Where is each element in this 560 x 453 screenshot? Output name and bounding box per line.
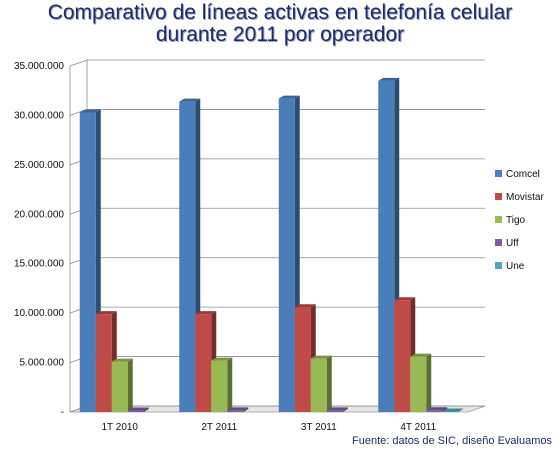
bar-top — [111, 358, 133, 362]
bar-movistar — [195, 314, 212, 412]
y-tick-label: 5.000.000 — [20, 358, 65, 369]
x-tick-label: 2T 2011 — [201, 422, 237, 433]
bar-side — [326, 355, 332, 412]
bar-tigo — [310, 358, 327, 412]
bar-side — [127, 358, 133, 412]
y-tick-label: 15.000.000 — [14, 259, 64, 270]
bar-top — [195, 311, 217, 315]
y-tick-label: - — [61, 407, 64, 418]
legend-label: Comcel — [506, 169, 540, 180]
legend-label: Tigo — [506, 215, 526, 226]
bar-uff — [426, 410, 443, 412]
y-tick-label: 30.000.000 — [14, 110, 64, 121]
bar-top — [294, 304, 316, 308]
legend-swatch — [495, 216, 502, 223]
bar-side — [143, 407, 149, 412]
y-tick-label: 25.000.000 — [14, 160, 64, 171]
bar-top — [79, 109, 101, 113]
bar-top — [378, 77, 400, 81]
y-tick-label: 10.000.000 — [14, 308, 64, 319]
legend-label: Movistar — [506, 192, 544, 203]
bar-tigo — [211, 360, 228, 412]
bar-top — [127, 407, 149, 411]
bar-uff — [127, 410, 144, 412]
bar-movistar — [95, 314, 112, 412]
bar-comcel — [179, 101, 196, 413]
bar-top — [442, 408, 464, 412]
bar-movistar — [394, 300, 411, 412]
bar-top — [426, 407, 448, 411]
y-tick-label: 35.000.000 — [14, 61, 64, 72]
legend-swatch — [495, 193, 502, 200]
bar-top — [179, 98, 201, 102]
chart-title-line-2: durante 2011 por operador — [155, 23, 405, 46]
legend-label: Uff — [506, 238, 519, 249]
x-tick-label: 3T 2011 — [301, 422, 337, 433]
x-tick-label: 4T 2011 — [400, 422, 436, 433]
bar-top — [410, 353, 432, 357]
bar-side — [426, 353, 432, 412]
bar-comcel — [278, 98, 295, 412]
bar-top — [95, 311, 117, 315]
bar-movistar — [294, 307, 311, 412]
bar-uff — [227, 410, 244, 412]
bar-tigo — [410, 356, 427, 412]
chart-title: Comparativo de líneas activas en telefon… — [0, 2, 560, 46]
bar-top — [278, 95, 300, 99]
bar-comcel — [378, 80, 395, 412]
x-tick-label: 1T 2010 — [101, 422, 138, 433]
bar-uff — [326, 410, 343, 412]
legend-swatch — [495, 262, 502, 269]
bar-side — [243, 407, 249, 412]
legend-swatch — [495, 239, 502, 246]
bar-tigo — [111, 361, 128, 412]
legend-swatch — [495, 170, 502, 177]
bar-top — [394, 297, 416, 301]
bar-comcel — [79, 112, 96, 412]
bar-top — [227, 407, 249, 411]
bar-side — [458, 408, 464, 412]
y-tick-label: 20.000.000 — [14, 209, 64, 220]
bar-une — [442, 411, 459, 413]
chart-title-line-1: Comparativo de líneas activas en telefon… — [47, 1, 513, 24]
bar-side — [227, 357, 233, 412]
bar-top — [211, 357, 233, 361]
bar-top — [326, 407, 348, 411]
source-credit: Fuente: datos de SIC, diseño Evaluamos — [352, 435, 552, 447]
bar-top — [310, 355, 332, 359]
bar-side — [342, 407, 348, 412]
legend-label: Une — [506, 261, 525, 272]
